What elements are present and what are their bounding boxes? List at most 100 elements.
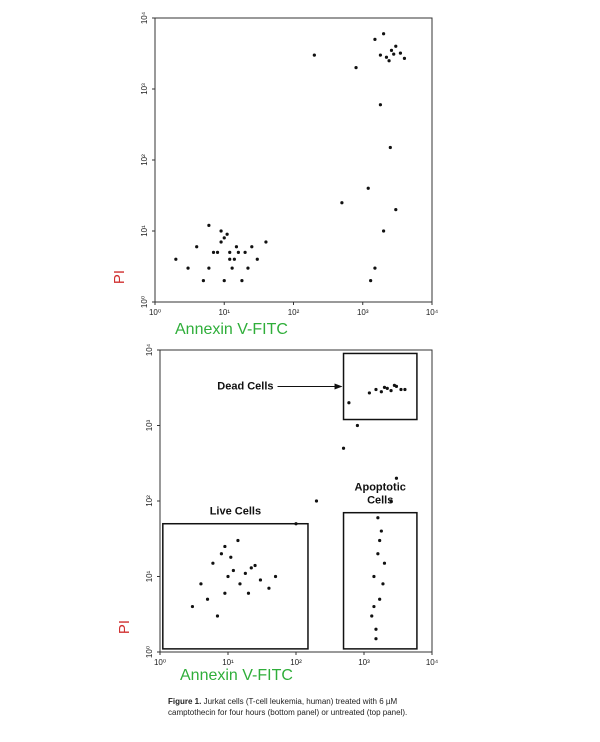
x-tick-label: 10⁴ xyxy=(426,658,439,667)
event-point xyxy=(378,597,382,601)
event-point xyxy=(354,66,358,70)
y-axis-label: PI xyxy=(116,620,133,634)
event-point xyxy=(382,385,387,389)
event-point xyxy=(314,499,319,503)
event-point xyxy=(370,614,374,618)
event-point xyxy=(264,240,268,244)
event-point xyxy=(199,582,203,586)
event-point xyxy=(389,48,394,52)
event-point xyxy=(373,266,377,270)
event-point xyxy=(381,229,386,233)
event-point xyxy=(399,387,403,392)
event-point xyxy=(366,186,370,190)
event-point xyxy=(211,561,215,565)
y-tick-label: 10³ xyxy=(140,83,149,95)
event-point xyxy=(228,250,232,254)
caption-label: Figure 1. xyxy=(168,697,202,706)
event-point xyxy=(223,544,227,549)
gate-label: Apoptotic xyxy=(355,482,406,494)
event-point xyxy=(255,257,259,261)
event-point xyxy=(392,383,397,387)
event-point xyxy=(394,44,398,48)
event-point xyxy=(190,604,195,609)
event-point xyxy=(382,561,387,565)
y-tick-label: 10⁴ xyxy=(145,343,154,356)
event-point xyxy=(234,245,239,249)
event-point xyxy=(258,578,263,582)
event-point xyxy=(374,627,378,631)
event-point xyxy=(394,208,398,212)
event-point xyxy=(379,529,383,533)
event-point xyxy=(381,32,386,36)
event-point xyxy=(312,53,316,57)
x-tick-label: 10³ xyxy=(358,658,370,667)
event-point xyxy=(222,279,226,283)
event-point xyxy=(225,232,229,236)
caption-text: Jurkat cells (T-cell leukemia, human) tr… xyxy=(168,697,408,717)
event-point xyxy=(372,604,376,609)
event-point xyxy=(243,571,247,575)
event-point xyxy=(392,52,396,56)
event-point xyxy=(347,401,351,405)
gate-label: Live Cells xyxy=(210,506,261,518)
event-point xyxy=(267,586,271,590)
event-point xyxy=(273,574,278,579)
event-point xyxy=(232,257,236,261)
event-point xyxy=(246,591,251,595)
event-point xyxy=(387,59,391,63)
y-tick-label: 10⁴ xyxy=(140,11,149,24)
event-point xyxy=(372,574,376,579)
event-point xyxy=(379,390,383,394)
event-point xyxy=(231,568,235,573)
event-point xyxy=(355,423,360,428)
x-tick-label: 10³ xyxy=(357,308,369,317)
event-point xyxy=(398,51,403,55)
event-point xyxy=(253,563,257,568)
y-tick-label: 10³ xyxy=(145,419,154,431)
y-tick-label: 10¹ xyxy=(140,225,149,237)
event-point xyxy=(394,476,399,480)
event-point xyxy=(229,555,233,559)
event-point xyxy=(389,388,393,393)
event-point xyxy=(369,279,373,283)
event-point xyxy=(174,257,178,261)
event-point xyxy=(201,279,206,283)
event-point xyxy=(376,516,380,520)
event-point xyxy=(186,266,190,270)
event-point xyxy=(215,614,220,618)
gate xyxy=(162,522,309,650)
event-point xyxy=(223,591,227,595)
event-point xyxy=(389,499,393,503)
gate-label: Dead Cells xyxy=(217,380,273,392)
event-point xyxy=(373,37,377,41)
event-point xyxy=(388,145,392,150)
y-tick-label: 10¹ xyxy=(145,570,154,582)
event-point xyxy=(236,250,240,254)
y-axis-label: PI xyxy=(111,270,128,284)
event-point xyxy=(384,55,389,59)
x-tick-label: 10² xyxy=(290,658,302,667)
event-point xyxy=(250,245,254,249)
event-point xyxy=(219,240,223,244)
event-point xyxy=(376,552,380,556)
x-tick-label: 10² xyxy=(288,308,300,317)
event-point xyxy=(228,257,232,261)
gate-label: Cells xyxy=(367,495,393,507)
event-point xyxy=(403,387,407,392)
x-tick-label: 10⁴ xyxy=(426,308,439,317)
event-point xyxy=(215,250,220,254)
event-point xyxy=(238,582,242,586)
x-tick-label: 10⁰ xyxy=(149,308,161,317)
y-tick-label: 10⁰ xyxy=(140,296,149,308)
x-axis-label: Annexin V-FITC xyxy=(175,321,288,338)
event-point xyxy=(378,103,383,107)
y-tick-label: 10⁰ xyxy=(145,646,154,658)
gate xyxy=(342,511,418,650)
event-point xyxy=(381,582,385,586)
event-point xyxy=(205,597,210,601)
y-tick-label: 10² xyxy=(145,495,154,507)
x-tick-label: 10⁰ xyxy=(154,658,166,667)
event-point xyxy=(340,201,344,205)
event-point xyxy=(230,266,234,270)
